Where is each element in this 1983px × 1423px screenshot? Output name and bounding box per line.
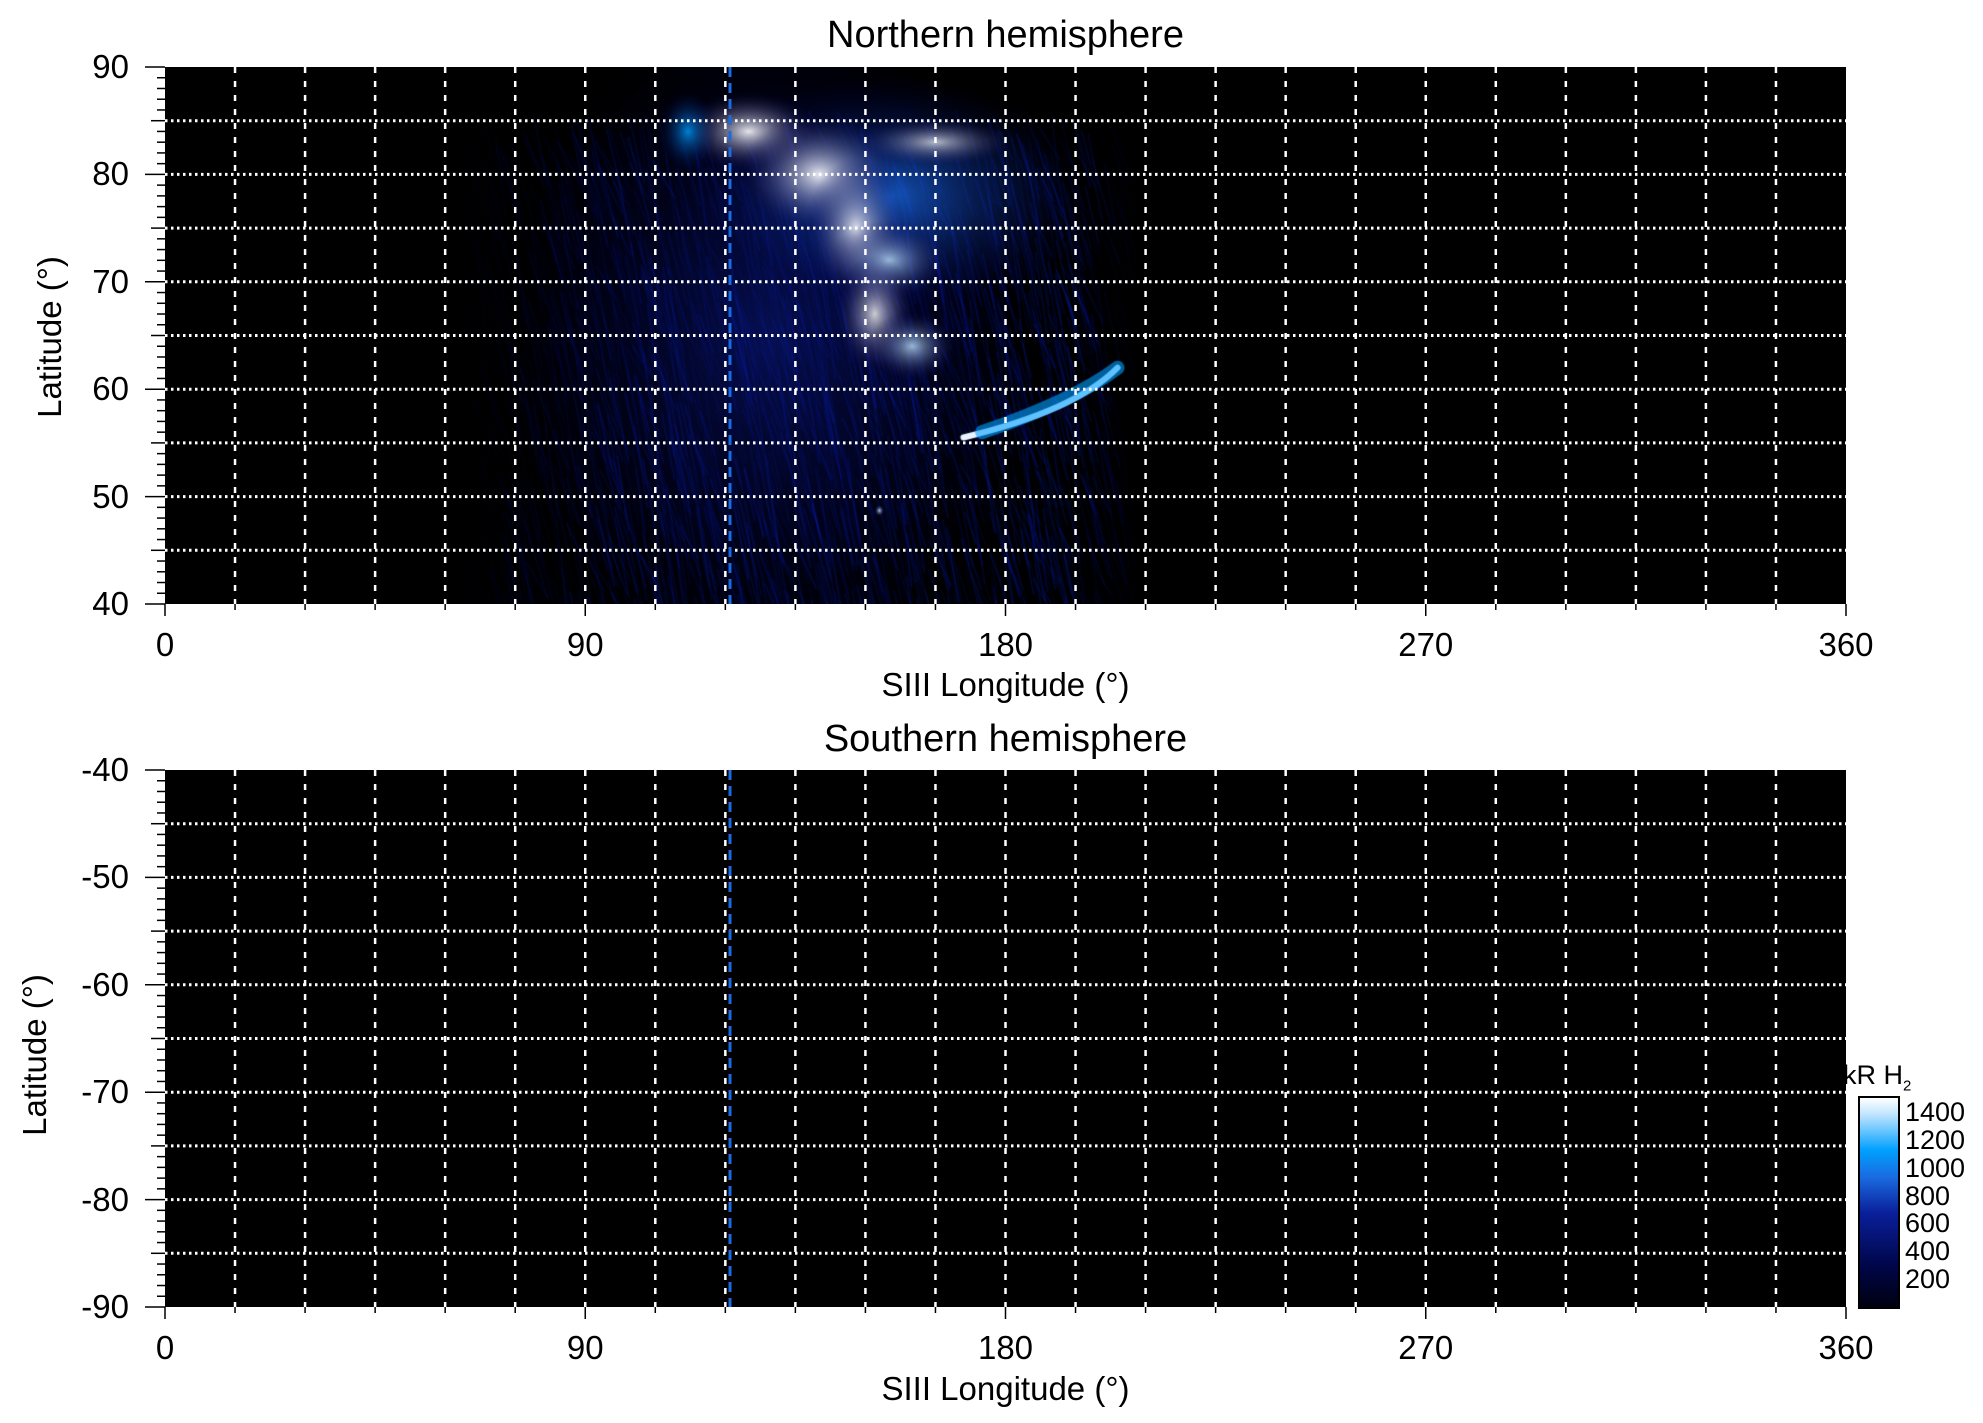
y-tick-label: -80 — [81, 1180, 129, 1218]
colorbar — [1858, 1096, 1900, 1309]
x-tick-label: 270 — [1398, 1329, 1454, 1366]
y-tick-label: 50 — [92, 477, 129, 515]
x-tick-label: 180 — [977, 626, 1034, 663]
panel-0-axes — [164, 67, 1847, 616]
y-tick-label: -90 — [81, 1288, 129, 1325]
x-tick-label: 0 — [155, 1329, 175, 1366]
colorbar-tick-label: 1000 — [1905, 1152, 1966, 1183]
y-tick-label: 70 — [92, 262, 129, 300]
y-tick-label: 80 — [92, 155, 129, 193]
north-title: Northern hemisphere — [827, 14, 1184, 56]
colorbar-tick-label: 200 — [1905, 1264, 1951, 1295]
y-tick-label: -50 — [81, 858, 129, 896]
panel-1-y-axis — [145, 769, 165, 1308]
north-y-axis-label: Latitude (°) — [31, 256, 68, 418]
x-tick-label: 90 — [566, 626, 604, 663]
colorbar-tick-label: 800 — [1905, 1180, 1951, 1211]
south-title: Southern hemisphere — [823, 718, 1188, 760]
north-plot-area — [164, 67, 1847, 616]
panel-1-axes — [164, 770, 1847, 1319]
x-tick-label: 0 — [155, 626, 175, 663]
y-tick-label: -70 — [81, 1073, 129, 1111]
colorbar-tick-label: 1200 — [1905, 1124, 1966, 1155]
x-tick-label: 360 — [1818, 626, 1874, 663]
x-tick-label: 180 — [977, 1329, 1034, 1366]
x-tick-label: 90 — [566, 1329, 604, 1366]
y-tick-label: -40 — [81, 751, 129, 788]
colorbar-tick-label: 600 — [1905, 1208, 1951, 1239]
y-tick-label: 40 — [92, 585, 129, 622]
colorbar-tick-label: 1400 — [1905, 1096, 1966, 1127]
north-x-axis-label: SIII Longitude (°) — [881, 666, 1130, 703]
x-tick-label: 360 — [1818, 1329, 1874, 1366]
south-plot-area — [164, 770, 1847, 1319]
panel-0-y-axis — [145, 66, 165, 605]
colorbar-title-subscript: 2 — [1903, 1077, 1912, 1095]
colorbar-tick-label: 400 — [1905, 1236, 1951, 1267]
colorbar-title-text: kR H — [1843, 1060, 1903, 1090]
y-tick-label: -60 — [81, 965, 129, 1003]
south-y-axis-label: Latitude (°) — [16, 974, 53, 1136]
y-tick-label: 90 — [92, 48, 129, 85]
y-tick-label: 60 — [92, 370, 129, 408]
south-x-axis-label: SIII Longitude (°) — [881, 1370, 1130, 1407]
x-tick-label: 270 — [1398, 626, 1454, 663]
colorbar-title: kR H2 — [1843, 1060, 1911, 1094]
